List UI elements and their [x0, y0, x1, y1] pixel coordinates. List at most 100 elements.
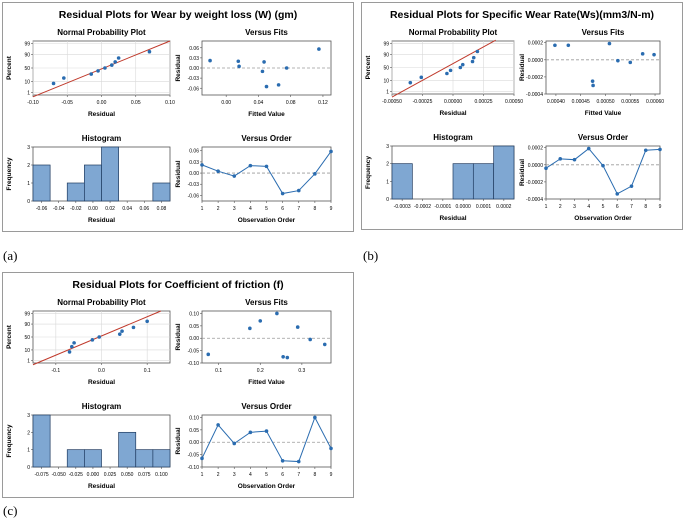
fig2-hist-xtick-label: 0.075	[138, 472, 151, 478]
fig2-order-point	[200, 456, 204, 461]
fig2-order-point	[216, 423, 220, 427]
fig2-normal-point	[90, 338, 95, 342]
fig2-order-xtick-label: 6	[281, 472, 284, 478]
fig0-normal-ylabel: Percent	[6, 55, 13, 80]
fig2-fits-point	[285, 355, 290, 360]
fig0-hist-bar	[66, 182, 85, 202]
fig0-order-xtick-label: 8	[313, 206, 316, 212]
fig1-hist-bar	[452, 163, 474, 200]
fig2-normal-ytick-label: 1	[27, 358, 30, 364]
fig2-normal-fit-line	[32, 310, 162, 366]
fig0-fits-panel: Versus Fits Fitted Value Residual 0.00 0.04 0…	[175, 28, 332, 118]
fig2-order-point	[264, 429, 269, 433]
fig1-order-xtick-label: 7	[630, 204, 633, 210]
fig0-fits-point	[264, 84, 269, 89]
fig2-normal-xtick-label: 0.0	[98, 368, 105, 374]
fig0-hist-ytick-label: 3	[27, 145, 30, 151]
fig0-order-point	[216, 169, 220, 174]
figure-title: Residual Plots for Specific Wear Rate(Ws…	[390, 9, 654, 21]
fig1-fits-xtick-label: 0.00055	[621, 99, 639, 105]
fig1-fits-xtick-label: 0.00050	[596, 99, 614, 105]
fig1-fits-xtick-label: 0.00045	[572, 99, 590, 105]
residual-plots-specific-wear-rate: Residual Plots for Specific Wear Rate(Ws…	[361, 2, 683, 230]
fig0-normal-panel: Normal Probability Plot Residual Percent -0…	[6, 28, 175, 118]
fig0-normal-point	[113, 60, 117, 64]
fig0-hist-bar	[32, 164, 51, 202]
fig0-order-xtick-label: 3	[233, 206, 236, 212]
fig2-fits-xtick-label: 0.3	[298, 368, 305, 374]
fig0-fits-ytick-label: -0.03	[188, 76, 200, 82]
fig0-order-ytick-label: 0.03	[189, 160, 199, 166]
fig0-hist-ylabel: Frequency	[6, 157, 13, 190]
fig0-fits-ylabel: Residual	[175, 54, 182, 81]
fig1-normal-panel: Normal Probability Plot Residual Percent -0…	[365, 28, 523, 117]
fig2-hist-bar	[118, 431, 137, 468]
fig0-normal-point	[109, 63, 114, 67]
fig1-normal-point	[470, 59, 475, 64]
fig0-fits-point	[236, 59, 241, 64]
fig2-order-ytick-label: -0.10	[188, 465, 200, 471]
fig1-fits-ytick-label: -0.0002	[526, 75, 543, 81]
fig0-normal-fit-line	[32, 40, 171, 98]
fig1-hist-xtick-label: 0.0002	[496, 204, 512, 210]
fig2-order-ylabel: Residual	[175, 427, 182, 454]
fig0-order-panel: Versus Order Observation Order Residual 1 2 3…	[175, 134, 333, 224]
fig0-normal-point	[147, 49, 152, 54]
fig2-normal-ytick-label: 50	[24, 335, 30, 341]
fig2-order-xtick-label: 2	[217, 472, 220, 478]
fig0-hist-xtick-label: -0.04	[53, 206, 65, 212]
fig1-order-plot-frame	[545, 145, 661, 200]
fig2-normal-point	[117, 332, 122, 336]
fig1-order-xtick-label: 5	[602, 204, 605, 210]
fig2-fits-title: Versus Fits	[245, 298, 288, 307]
fig1-order-point	[586, 146, 591, 151]
fig1-normal-ytick-label: 90	[383, 52, 389, 58]
fig0-order-xtick-label: 6	[281, 206, 284, 212]
fig2-normal-point	[145, 319, 149, 324]
fig1-fits-point	[553, 43, 557, 48]
fig1-hist-ytick-label: 0	[386, 197, 389, 203]
fig1-normal-ytick-label: 10	[383, 79, 389, 85]
fig1-normal-xtick-label: 0.00050	[505, 99, 523, 105]
fig2-fits-point	[322, 342, 327, 347]
fig2-fits-ylabel: Residual	[175, 323, 182, 350]
fig1-order-ytick-label: -0.0004	[526, 197, 543, 203]
fig1-order-point	[601, 163, 605, 168]
fig2-order-xtick-label: 8	[313, 472, 316, 478]
fig0-normal-ytick-label: 90	[24, 53, 30, 59]
fig1-order-point	[615, 192, 620, 196]
fig1-fits-point	[591, 83, 595, 88]
fig0-normal-xtick-label: 0.05	[131, 100, 141, 106]
fig0-order-plot-frame	[201, 146, 332, 202]
fig0-order-title: Versus Order	[241, 134, 291, 143]
fig0-normal-xlabel: Residual	[88, 111, 115, 118]
fig2-order-xtick-label: 5	[265, 472, 268, 478]
fig2-fits-plot-frame	[201, 310, 332, 364]
fig0-fits-point	[317, 47, 321, 51]
fig2-hist-bar	[152, 449, 171, 468]
figure-title: Residual Plots for Coefficient of fricti…	[72, 279, 283, 291]
fig1-hist-bar	[493, 145, 515, 200]
fig2-hist-xtick-label: 0.050	[121, 472, 134, 478]
caption-b: (b)	[363, 248, 379, 263]
fig0-fits-point	[237, 64, 241, 69]
fig0-normal-point	[62, 76, 66, 80]
fig2-hist-xtick-label: -0.075	[34, 472, 48, 478]
fig1-order-ytick-label: -0.0002	[526, 180, 543, 186]
fig0-hist-xtick-label: -0.06	[36, 206, 48, 212]
fig2-normal-panel: Normal Probability Plot Residual Percent -0…	[6, 298, 171, 386]
fig1-order-point	[643, 148, 648, 153]
fig0-normal-point	[116, 56, 121, 60]
fig2-fits-point	[258, 319, 263, 323]
caption-c: (c)	[3, 503, 18, 518]
fig1-order-xtick-label: 1	[545, 204, 548, 210]
fig1-hist-xtick-label: -0.0003	[394, 204, 411, 210]
fig2-normal-point	[97, 335, 102, 339]
fig2-fits-xtick-label: 0.1	[215, 368, 222, 374]
fig1-normal-xtick-label: -0.00050	[382, 99, 402, 105]
fig1-hist-xtick-label: -0.0001	[434, 204, 451, 210]
fig0-normal-point	[96, 69, 100, 73]
fig2-normal-point	[120, 329, 124, 333]
fig1-fits-panel: Versus Fits Fitted Value Residual 0.00040 0.…	[519, 28, 664, 117]
fig2-order-xtick-label: 3	[233, 472, 236, 478]
